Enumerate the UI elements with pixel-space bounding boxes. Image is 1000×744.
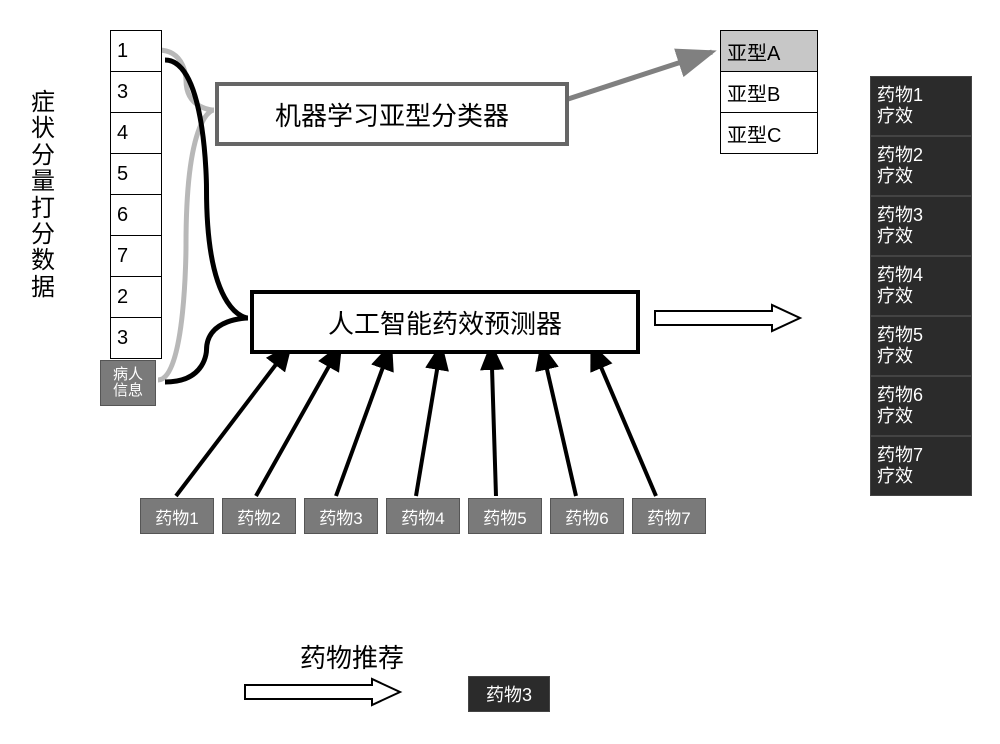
recommendation-label: 药物推荐: [300, 638, 404, 675]
efficacy-cell: 药物5 疗效: [870, 316, 972, 376]
drug-cell: 药物2: [222, 498, 296, 534]
score-cell: 1: [110, 30, 162, 72]
left-label: 症状分量打分数据: [18, 90, 68, 301]
predictor-box: 人工智能药效预测器: [250, 290, 640, 354]
drug-cell: 药物6: [550, 498, 624, 534]
predictor-label: 人工智能药效预测器: [328, 304, 562, 341]
subtype-cell: 亚型B: [720, 72, 818, 113]
efficacy-cell: 药物7 疗效: [870, 436, 972, 496]
score-cell: 6: [110, 195, 162, 236]
score-cell: 5: [110, 154, 162, 195]
efficacy-cell: 药物3 疗效: [870, 196, 972, 256]
recommendation-result: 药物3: [468, 676, 550, 712]
score-cell: 2: [110, 277, 162, 318]
classifier-label: 机器学习亚型分类器: [275, 96, 509, 133]
drug-cell: 药物1: [140, 498, 214, 534]
recommendation-result-text: 药物3: [486, 681, 532, 707]
score-cell: 3: [110, 72, 162, 113]
classifier-box: 机器学习亚型分类器: [215, 82, 569, 146]
drug-row: 药物1药物2药物3药物4药物5药物6药物7: [140, 498, 706, 534]
patient-info-box: 病人 信息: [100, 360, 156, 406]
efficacy-table: 药物1 疗效药物2 疗效药物3 疗效药物4 疗效药物5 疗效药物6 疗效药物7 …: [870, 76, 972, 496]
efficacy-cell: 药物4 疗效: [870, 256, 972, 316]
drug-cell: 药物7: [632, 498, 706, 534]
score-cell: 3: [110, 318, 162, 359]
subtype-cell: 亚型C: [720, 113, 818, 154]
drug-cell: 药物3: [304, 498, 378, 534]
efficacy-cell: 药物2 疗效: [870, 136, 972, 196]
efficacy-cell: 药物1 疗效: [870, 76, 972, 136]
subtype-table: 亚型A亚型B亚型C: [720, 30, 818, 154]
efficacy-cell: 药物6 疗效: [870, 376, 972, 436]
score-cell: 7: [110, 236, 162, 277]
subtype-cell: 亚型A: [720, 30, 818, 72]
drug-cell: 药物4: [386, 498, 460, 534]
score-cell: 4: [110, 113, 162, 154]
score-table: 13456723: [110, 30, 162, 359]
drug-cell: 药物5: [468, 498, 542, 534]
